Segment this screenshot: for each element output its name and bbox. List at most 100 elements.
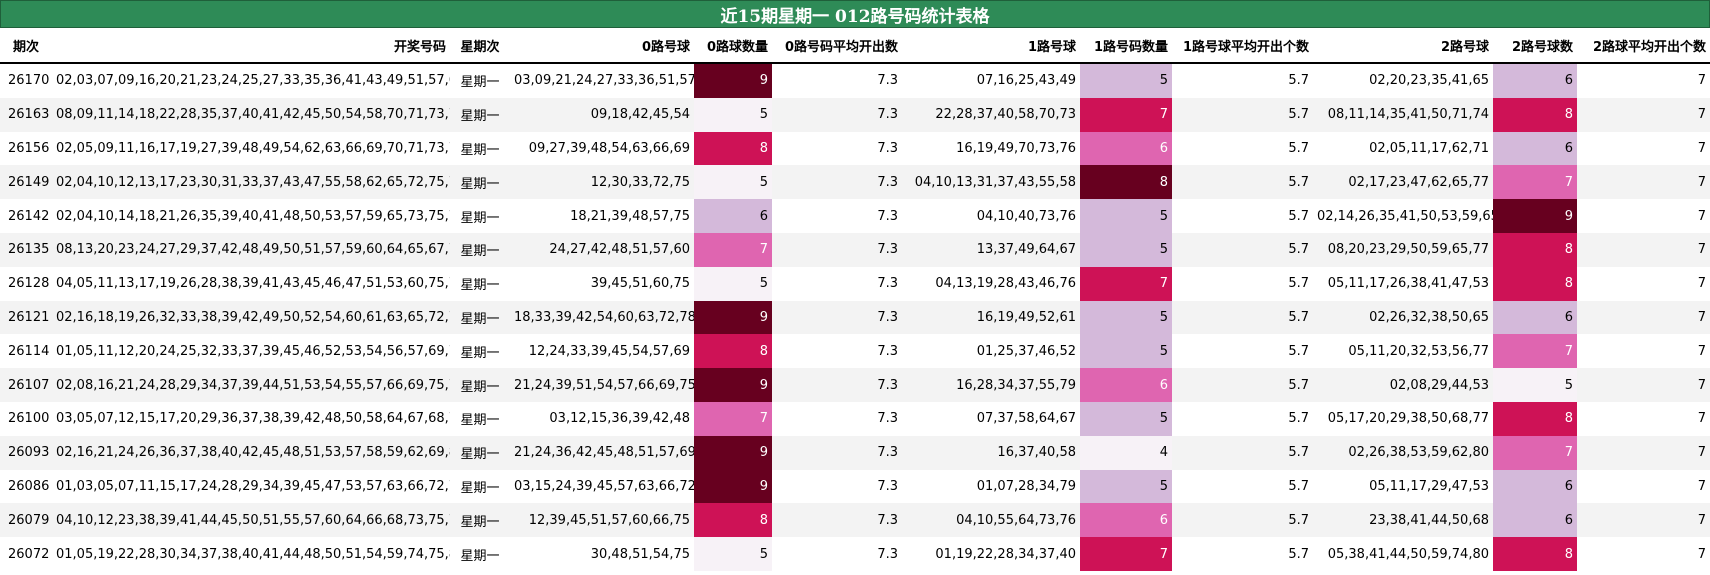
r1-avg-cell: 5.7: [1172, 300, 1313, 335]
weekday-cell: 星期一: [450, 368, 510, 402]
r1-count-cell: 8: [1080, 165, 1172, 200]
period-cell: 26156: [0, 131, 52, 166]
r0-balls-cell: 03,15,24,39,45,57,63,66,72: [510, 469, 694, 504]
r1-count-cell: 7: [1080, 537, 1172, 571]
r2-balls-cell: 02,20,23,35,41,65: [1313, 63, 1493, 98]
table-row: 26163 08,09,11,14,18,22,28,35,37,40,41,42…: [0, 97, 1710, 132]
r1-avg-cell: 5.7: [1172, 537, 1313, 571]
period-cell: 26128: [0, 266, 52, 301]
stats-table: 期次 开奖号码 星期次 0路号球 0路球数量 0路号码平均开出数 1路号球 1路…: [0, 28, 1710, 571]
table-row: 26142 02,04,10,14,18,21,26,35,39,40,41,48…: [0, 199, 1710, 233]
r1-balls-cell: 04,13,19,28,43,46,76: [902, 266, 1080, 301]
r2-count-cell: 8: [1493, 266, 1577, 301]
weekday-cell: 星期一: [450, 469, 510, 504]
r1-avg-cell: 5.7: [1172, 232, 1313, 267]
r1-balls-cell: 01,19,22,28,34,37,40: [902, 537, 1080, 571]
header-period: 期次: [0, 28, 52, 64]
table-row: 26121 02,16,18,19,26,32,33,38,39,42,49,50…: [0, 300, 1710, 335]
r2-avg-cell: 7: [1577, 300, 1710, 335]
r0-avg-cell: 7.3: [772, 435, 902, 470]
r0-balls-cell: 09,18,42,45,54: [510, 97, 694, 132]
r1-count-cell: 5: [1080, 334, 1172, 369]
r0-count-cell: 9: [694, 63, 772, 98]
r0-count-cell: 7: [694, 232, 772, 267]
numbers-cell: 04,10,12,23,38,39,41,44,45,50,51,55,57,6…: [52, 503, 450, 538]
r0-balls-cell: 24,27,42,48,51,57,60: [510, 232, 694, 267]
r1-avg-cell: 5.7: [1172, 503, 1313, 538]
r2-balls-cell: 02,14,26,35,41,50,53,59,65: [1313, 199, 1493, 233]
r2-balls-cell: 02,26,32,38,50,65: [1313, 300, 1493, 335]
r1-avg-cell: 5.7: [1172, 63, 1313, 98]
header-r1-balls: 1路号球: [902, 28, 1080, 64]
r0-balls-cell: 18,33,39,42,54,60,63,72,78: [510, 300, 694, 335]
r1-avg-cell: 5.7: [1172, 401, 1313, 436]
r1-count-cell: 5: [1080, 300, 1172, 335]
r1-balls-cell: 07,37,58,64,67: [902, 401, 1080, 436]
period-cell: 26114: [0, 334, 52, 369]
period-cell: 26149: [0, 165, 52, 200]
weekday-cell: 星期一: [450, 300, 510, 335]
period-cell: 26170: [0, 63, 52, 98]
period-cell: 26072: [0, 537, 52, 571]
r2-avg-cell: 7: [1577, 469, 1710, 504]
r0-avg-cell: 7.3: [772, 165, 902, 200]
r2-balls-cell: 08,20,23,29,50,59,65,77: [1313, 232, 1493, 267]
r2-count-cell: 6: [1493, 503, 1577, 538]
r2-count-cell: 8: [1493, 537, 1577, 571]
r0-avg-cell: 7.3: [772, 334, 902, 369]
r1-avg-cell: 5.7: [1172, 131, 1313, 166]
header-r0-avg: 0路号码平均开出数: [772, 28, 902, 64]
r2-balls-cell: 05,11,20,32,53,56,77: [1313, 334, 1493, 369]
r0-count-cell: 8: [694, 334, 772, 369]
r1-balls-cell: 13,37,49,64,67: [902, 232, 1080, 267]
numbers-cell: 01,05,11,12,20,24,25,32,33,37,39,45,46,5…: [52, 334, 450, 369]
table-row: 26170 02,03,07,09,16,20,21,23,24,25,27,33…: [0, 63, 1710, 98]
r2-count-cell: 8: [1493, 97, 1577, 132]
r0-balls-cell: 12,24,33,39,45,54,57,69: [510, 334, 694, 369]
r1-balls-cell: 01,25,37,46,52: [902, 334, 1080, 369]
r2-balls-cell: 05,11,17,26,38,41,47,53: [1313, 266, 1493, 301]
r1-count-cell: 4: [1080, 435, 1172, 470]
numbers-cell: 03,05,07,12,15,17,20,29,36,37,38,39,42,4…: [52, 401, 450, 436]
period-cell: 26121: [0, 300, 52, 335]
r0-balls-cell: 12,30,33,72,75: [510, 165, 694, 200]
weekday-cell: 星期一: [450, 537, 510, 571]
table-row: 26093 02,16,21,24,26,36,37,38,40,42,45,48…: [0, 435, 1710, 470]
r0-balls-cell: 09,27,39,48,54,63,66,69: [510, 131, 694, 166]
r2-avg-cell: 7: [1577, 334, 1710, 369]
header-row: 期次 开奖号码 星期次 0路号球 0路球数量 0路号码平均开出数 1路号球 1路…: [0, 28, 1710, 64]
header-r1-avg: 1路号球平均开出个数: [1172, 28, 1313, 64]
r1-count-cell: 6: [1080, 368, 1172, 402]
numbers-cell: 02,04,10,12,13,17,23,30,31,33,37,43,47,5…: [52, 165, 450, 200]
period-cell: 26093: [0, 435, 52, 470]
r0-avg-cell: 7.3: [772, 537, 902, 571]
r2-avg-cell: 7: [1577, 131, 1710, 166]
r1-count-cell: 5: [1080, 232, 1172, 267]
r2-count-cell: 6: [1493, 300, 1577, 335]
header-r1-count: 1路号码数量: [1080, 28, 1172, 64]
table-row: 26100 03,05,07,12,15,17,20,29,36,37,38,39…: [0, 401, 1710, 436]
r2-count-cell: 8: [1493, 401, 1577, 436]
r2-balls-cell: 02,17,23,47,62,65,77: [1313, 165, 1493, 200]
r2-avg-cell: 7: [1577, 165, 1710, 200]
r2-balls-cell: 05,17,20,29,38,50,68,77: [1313, 401, 1493, 436]
weekday-cell: 星期一: [450, 266, 510, 301]
r0-balls-cell: 21,24,39,51,54,57,66,69,75: [510, 368, 694, 402]
r2-balls-cell: 02,05,11,17,62,71: [1313, 131, 1493, 166]
weekday-cell: 星期一: [450, 131, 510, 166]
r0-count-cell: 9: [694, 300, 772, 335]
table-row: 26079 04,10,12,23,38,39,41,44,45,50,51,55…: [0, 503, 1710, 538]
r0-avg-cell: 7.3: [772, 368, 902, 402]
r2-balls-cell: 23,38,41,44,50,68: [1313, 503, 1493, 538]
r2-count-cell: 6: [1493, 63, 1577, 98]
r2-avg-cell: 7: [1577, 199, 1710, 233]
r0-count-cell: 9: [694, 368, 772, 402]
r2-avg-cell: 7: [1577, 401, 1710, 436]
r0-balls-cell: 03,09,21,24,27,33,36,51,57: [510, 63, 694, 98]
period-cell: 26100: [0, 401, 52, 436]
r0-avg-cell: 7.3: [772, 97, 902, 132]
weekday-cell: 星期一: [450, 435, 510, 470]
numbers-cell: 08,13,20,23,24,27,29,37,42,48,49,50,51,5…: [52, 232, 450, 267]
r0-balls-cell: 39,45,51,60,75: [510, 266, 694, 301]
numbers-cell: 02,04,10,14,18,21,26,35,39,40,41,48,50,5…: [52, 199, 450, 233]
